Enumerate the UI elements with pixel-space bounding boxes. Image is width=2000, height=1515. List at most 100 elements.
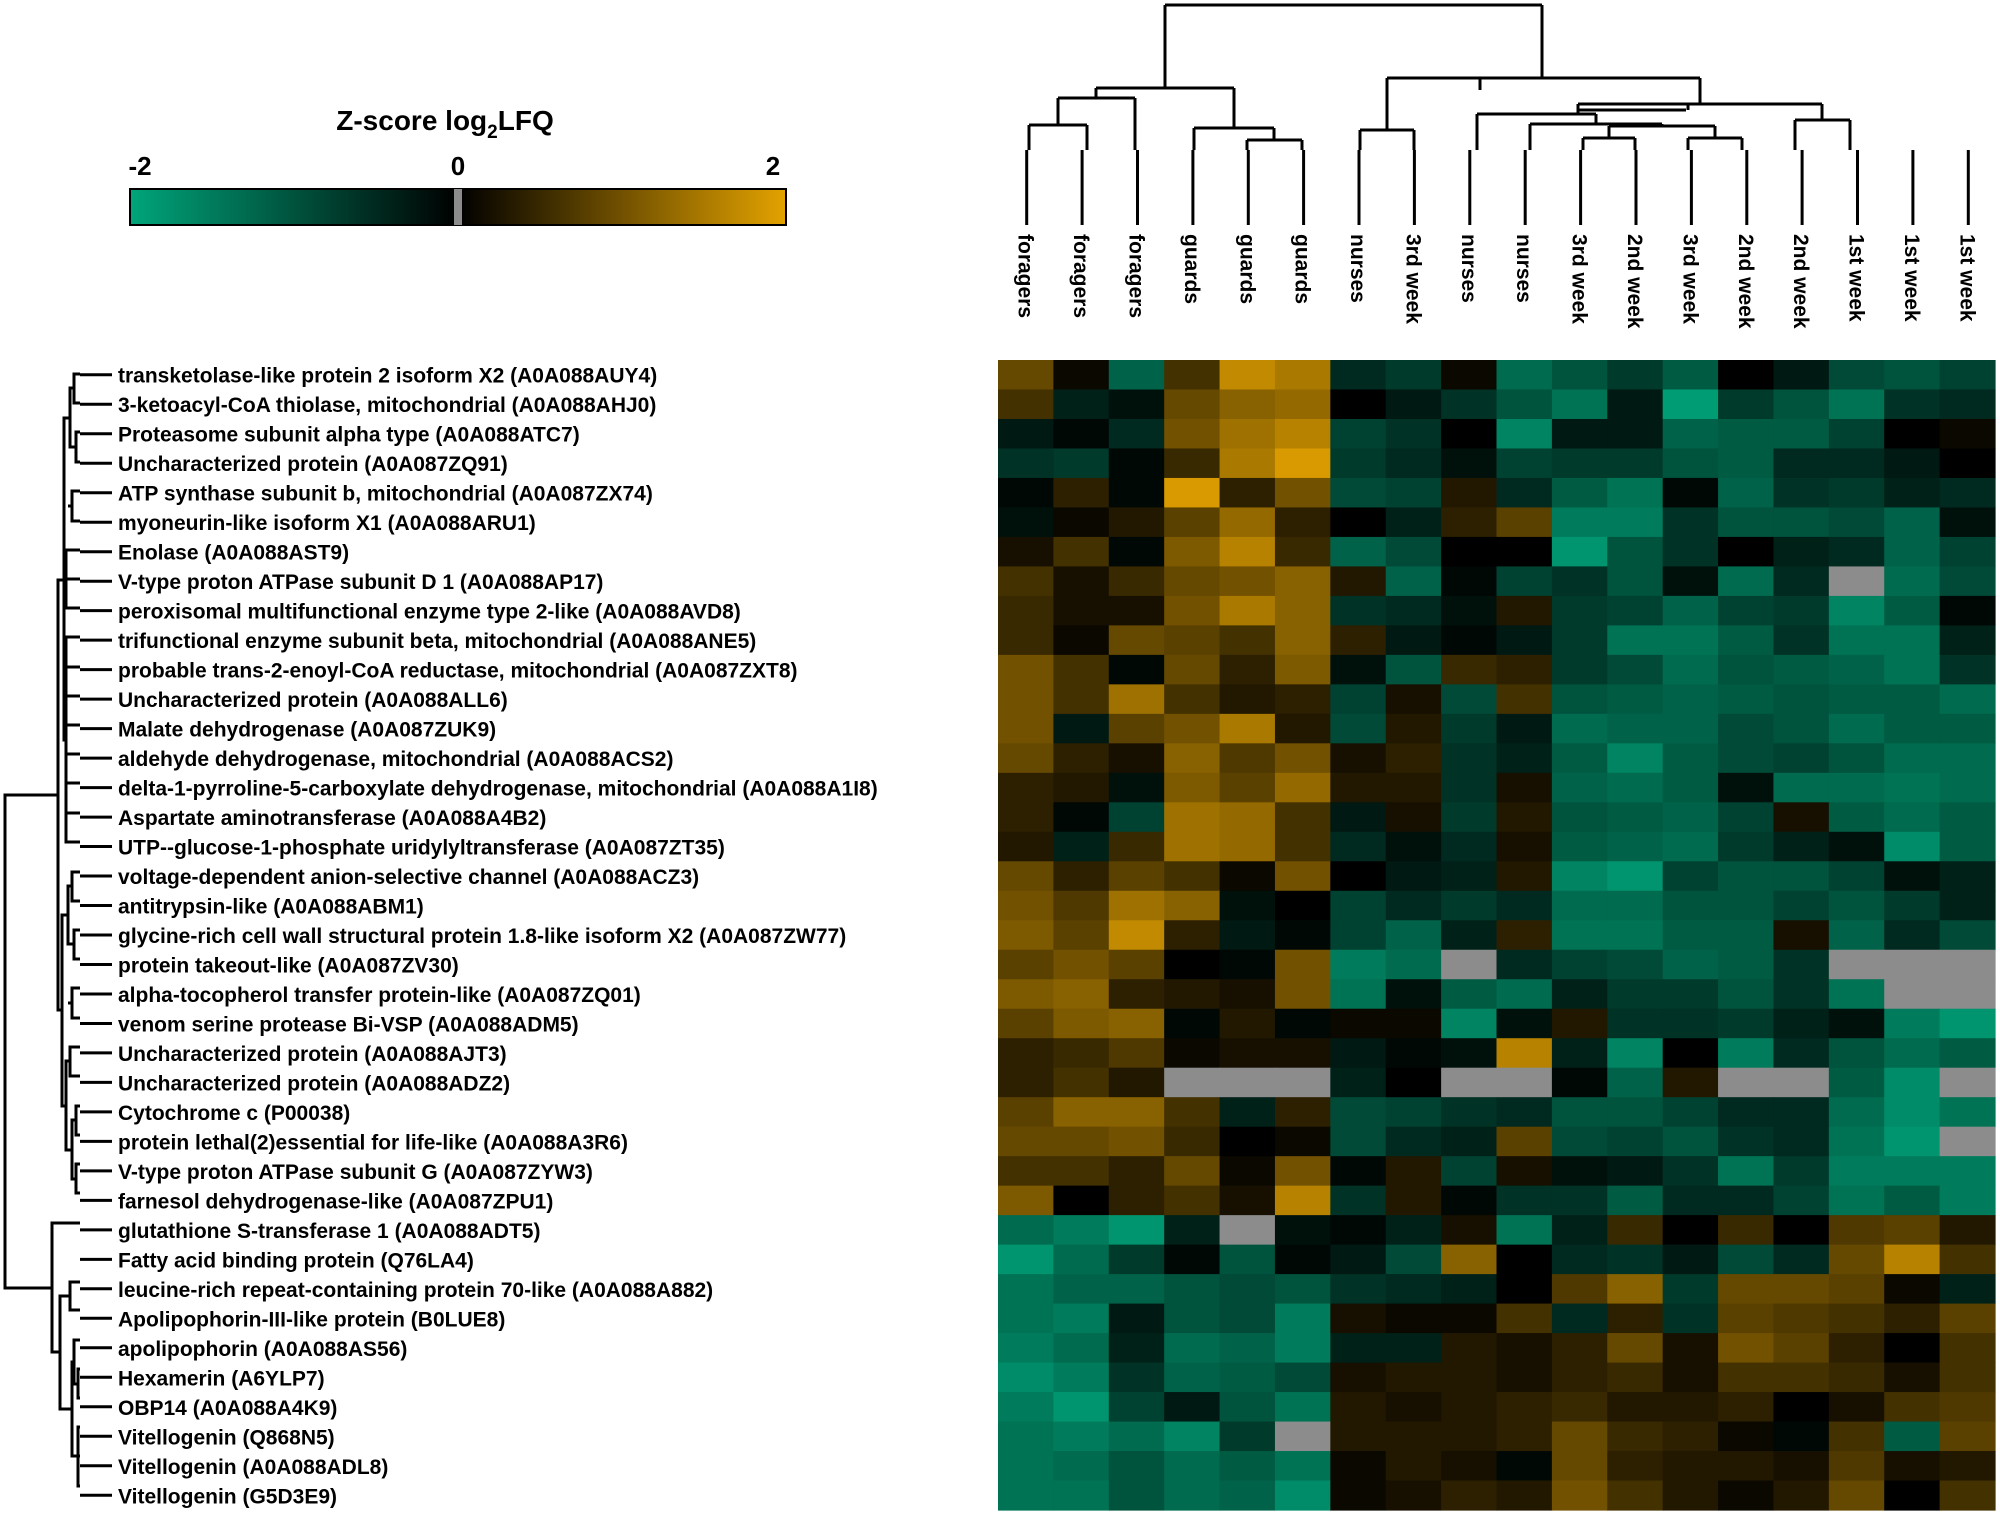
heatmap-cell: [998, 477, 1054, 509]
heatmap-cell: [1828, 802, 1885, 833]
heatmap-cell: [1607, 1274, 1664, 1305]
heatmap-cell: [1330, 1185, 1387, 1216]
heatmap-cell: [1441, 979, 1498, 1010]
heatmap-cell: [1274, 920, 1331, 951]
heatmap-cell: [1219, 566, 1276, 597]
heatmap-cell: [1108, 713, 1165, 744]
heatmap-cell: [1441, 1244, 1498, 1275]
heatmap-cell: [1496, 360, 1553, 391]
heatmap-cell: [1274, 743, 1331, 774]
heatmap-cell: [1884, 743, 1941, 774]
heatmap-cell: [1164, 949, 1221, 980]
row-label: Vitellogenin (G5D3E9): [118, 1485, 337, 1508]
heatmap-cell: [1274, 1362, 1331, 1393]
heatmap-cell: [1164, 507, 1221, 538]
heatmap-cell: [1441, 566, 1498, 597]
heatmap-cell: [1718, 1038, 1775, 1069]
heatmap-cell: [1828, 1274, 1885, 1305]
heatmap-cell: [1939, 772, 1996, 803]
heatmap-cell: [1496, 772, 1553, 803]
heatmap-cell: [1330, 979, 1387, 1010]
heatmap-cell: [1773, 1126, 1830, 1157]
heatmap-cell: [1828, 566, 1885, 597]
heatmap-cell: [1551, 625, 1608, 656]
heatmap-cell: [1773, 507, 1830, 538]
heatmap-cell: [998, 1451, 1054, 1482]
heatmap-cell: [1551, 920, 1608, 951]
heatmap-cells: [998, 360, 1996, 1511]
heatmap-cell: [998, 1333, 1054, 1364]
heatmap-cell: [1884, 477, 1941, 509]
heatmap-cell: [1551, 743, 1608, 774]
heatmap-cell: [1828, 418, 1885, 450]
heatmap-cell: [1607, 477, 1664, 509]
heatmap-cell: [1551, 1480, 1608, 1511]
row-label: Aspartate aminotransferase (A0A088A4B2): [118, 807, 546, 830]
heatmap-cell: [1718, 654, 1775, 685]
heatmap-cell: [998, 861, 1054, 892]
heatmap-cell: [1441, 713, 1498, 744]
heatmap-cell: [1551, 949, 1608, 980]
heatmap-cell: [1385, 507, 1442, 538]
heatmap-cell: [1108, 507, 1165, 538]
heatmap-cell: [1385, 389, 1442, 420]
heatmap-cell: [1828, 625, 1885, 656]
heatmap-cell: [1385, 1185, 1442, 1216]
heatmap-cell: [1718, 684, 1775, 715]
heatmap-cell: [1662, 920, 1719, 951]
heatmap-cell: [1662, 1215, 1719, 1246]
heatmap-cell: [1385, 1156, 1442, 1187]
heatmap-cell: [1884, 1008, 1941, 1039]
heatmap-cell: [1607, 1185, 1664, 1216]
heatmap-cell: [1219, 654, 1276, 685]
heatmap-cell: [1385, 743, 1442, 774]
heatmap-cell: [1662, 536, 1719, 568]
heatmap-cell: [998, 920, 1054, 951]
heatmap-cell: [1939, 1333, 1996, 1364]
heatmap-cell: [1884, 1097, 1941, 1128]
heatmap-cell: [1939, 477, 1996, 509]
heatmap-cell: [1662, 949, 1719, 980]
heatmap-cell: [1607, 1362, 1664, 1393]
heatmap-cell: [1939, 595, 1996, 626]
heatmap-cell: [1939, 1215, 1996, 1246]
heatmap-cell: [1662, 360, 1719, 391]
heatmap-cell: [1551, 566, 1608, 597]
heatmap-cell: [1607, 566, 1664, 597]
heatmap-cell: [1274, 1008, 1331, 1039]
heatmap-cell: [1551, 1244, 1608, 1275]
heatmap-cell: [1828, 1421, 1885, 1452]
heatmap-cell: [1884, 890, 1941, 921]
heatmap-cell: [1662, 1274, 1719, 1305]
heatmap-cell: [1551, 802, 1608, 833]
heatmap-cell: [1108, 625, 1165, 656]
heatmap-cell: [1219, 1008, 1276, 1039]
heatmap-cell: [1496, 536, 1553, 568]
heatmap-cell: [1219, 625, 1276, 656]
heatmap-cell: [1939, 360, 1996, 391]
heatmap-cell: [1718, 1480, 1775, 1511]
heatmap-cell: [1496, 595, 1553, 626]
heatmap-cell: [1939, 1156, 1996, 1187]
heatmap-cell: [1828, 772, 1885, 803]
heatmap-cell: [1607, 595, 1664, 626]
heatmap-cell: [998, 418, 1054, 450]
heatmap-cell: [1053, 1067, 1110, 1098]
heatmap-cell: [1718, 360, 1775, 391]
heatmap-cell: [1718, 1156, 1775, 1187]
heatmap-cell: [1939, 389, 1996, 420]
heatmap-cell: [1773, 418, 1830, 450]
row-label: ATP synthase subunit b, mitochondrial (A…: [118, 483, 653, 506]
heatmap-cell: [1108, 802, 1165, 833]
heatmap-cell: [1164, 1126, 1221, 1157]
heatmap-cell: [1274, 861, 1331, 892]
row-label: protein lethal(2)essential for life-like…: [118, 1131, 628, 1154]
heatmap-cell: [1662, 595, 1719, 626]
heatmap-cell: [1662, 418, 1719, 450]
heatmap-cell: [1164, 1480, 1221, 1511]
heatmap-cell: [1164, 1067, 1221, 1098]
heatmap-cell: [1108, 1274, 1165, 1305]
heatmap-cell: [1441, 1156, 1498, 1187]
heatmap-cell: [1884, 1303, 1941, 1334]
heatmap-cell: [1551, 772, 1608, 803]
